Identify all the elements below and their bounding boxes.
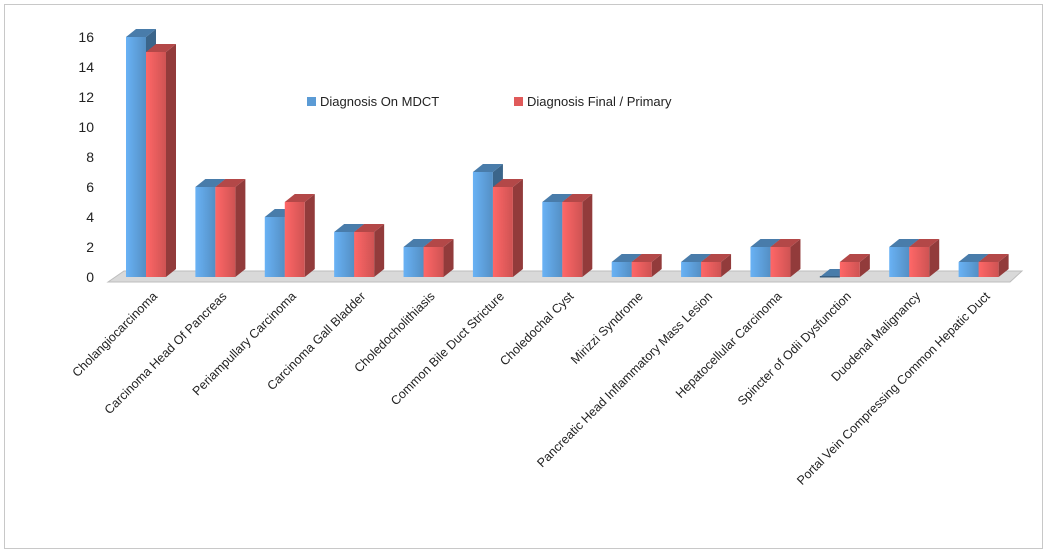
bar-front [611, 262, 632, 277]
bar-front [701, 262, 722, 277]
legend-swatch [514, 97, 523, 106]
x-category-label: Common Bile Duct Stricture [388, 289, 507, 408]
bar-front [334, 232, 355, 277]
bar-front [770, 247, 791, 277]
bar-top [631, 254, 662, 262]
x-category-label: Choledochal Cyst [497, 289, 577, 369]
y-tick-label: 4 [86, 209, 94, 225]
legend-label: Diagnosis On MDCT [320, 94, 439, 109]
y-tick-label: 16 [78, 29, 94, 45]
bar-top [839, 254, 870, 262]
bar-front [492, 187, 513, 277]
bar-side [929, 239, 940, 277]
legend-item: Diagnosis On MDCT [307, 94, 439, 109]
y-tick-label: 6 [86, 179, 94, 195]
bar-side [443, 239, 454, 277]
bar-side [998, 254, 1009, 277]
bar-front [819, 276, 840, 278]
bar-side [651, 254, 662, 277]
y-tick-label: 12 [78, 89, 94, 105]
bar-front [195, 187, 216, 277]
bar [909, 239, 940, 277]
bar-front [472, 172, 493, 277]
y-tick-label: 8 [86, 149, 94, 165]
bar-side [166, 44, 176, 277]
bar [978, 254, 1009, 277]
bar-front [146, 52, 166, 277]
bar-top [126, 29, 156, 37]
legend-swatch [307, 97, 316, 106]
bar-side [790, 239, 801, 277]
x-category-label: Spincter of Odii Dysfunction [735, 289, 854, 408]
bar-top [492, 179, 523, 187]
bar-front [562, 202, 583, 277]
bars [126, 29, 1009, 278]
bar [354, 224, 385, 277]
bar-front [215, 187, 236, 277]
bar-front [354, 232, 375, 277]
legend-label: Diagnosis Final / Primary [527, 94, 672, 109]
bar-side [235, 179, 246, 277]
bar-side [859, 254, 870, 277]
bar-front [681, 262, 702, 277]
bar-top [354, 224, 385, 232]
legend: Diagnosis On MDCT Diagnosis Final / Prima… [307, 94, 672, 109]
bar-front [958, 262, 979, 277]
y-tick-label: 10 [78, 119, 94, 135]
bar-top [909, 239, 940, 247]
bar [701, 254, 732, 277]
bar-front [839, 262, 860, 277]
bar [562, 194, 593, 277]
x-category-label: Carcinoma Head Of Pancreas [102, 289, 230, 417]
bar [631, 254, 662, 277]
bar-side [304, 194, 315, 277]
bar-side [374, 224, 385, 277]
bar [770, 239, 801, 277]
bar-side [721, 254, 732, 277]
bar-top [146, 44, 176, 52]
bar-top [284, 194, 315, 202]
bar-front [750, 247, 771, 277]
y-tick-label: 14 [78, 59, 94, 75]
bar-front [542, 202, 563, 277]
bar [284, 194, 315, 277]
bar-top [770, 239, 801, 247]
legend-item: Diagnosis Final / Primary [514, 94, 672, 109]
bar-front [631, 262, 652, 277]
bar [423, 239, 454, 277]
bar-front [403, 247, 424, 277]
x-category-label: Mirizzi Syndrome [568, 289, 646, 367]
bar-side [582, 194, 593, 277]
bar-top [215, 179, 246, 187]
bar-front [978, 262, 999, 277]
bar-front [264, 217, 285, 277]
bar-front [909, 247, 930, 277]
bar-front [284, 202, 305, 277]
bar-top [423, 239, 454, 247]
bar-side [512, 179, 523, 277]
bar [215, 179, 246, 277]
bar-front [889, 247, 910, 277]
bar-front [126, 37, 146, 277]
bar [839, 254, 870, 277]
bar-top [562, 194, 593, 202]
bar [146, 44, 176, 277]
bar [492, 179, 523, 277]
bar-front [423, 247, 444, 277]
bar-top [978, 254, 1009, 262]
bar-top [701, 254, 732, 262]
y-tick-label: 0 [86, 269, 94, 285]
y-tick-label: 2 [86, 239, 94, 255]
y-axis: 0 2 4 6 8 10 12 14 16 [78, 29, 94, 285]
bar-top [472, 164, 503, 172]
